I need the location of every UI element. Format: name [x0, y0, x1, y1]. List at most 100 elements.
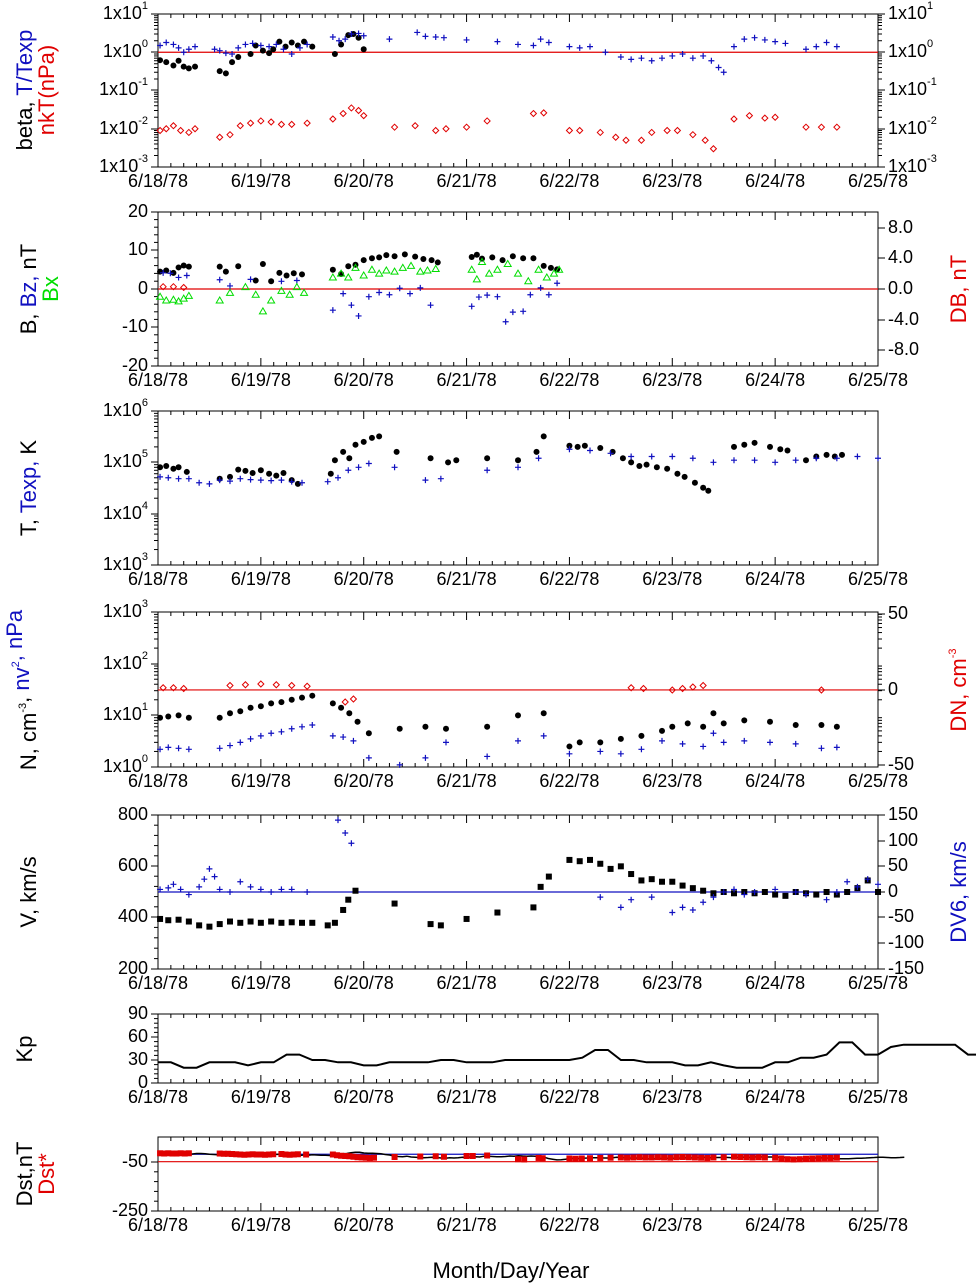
data-point [417, 1153, 424, 1160]
data-point [345, 896, 352, 903]
data-point [185, 46, 192, 53]
data-point [802, 123, 810, 131]
y-axis-label-2: Bx [38, 276, 63, 302]
data-point [309, 692, 316, 699]
data-point [196, 883, 203, 890]
data-point [252, 277, 259, 284]
data-point [247, 735, 254, 742]
y-axis-label-1: V, km/s [16, 856, 41, 927]
data-point [390, 123, 399, 131]
data-point [191, 125, 199, 133]
data-point [607, 1154, 614, 1161]
data-point [772, 38, 779, 45]
data-point [169, 1150, 176, 1157]
data-point [227, 710, 233, 717]
data-point [156, 126, 164, 135]
data-point [547, 264, 554, 271]
data-point [328, 272, 338, 281]
y-tick-label: 30 [128, 1049, 148, 1069]
y-tick-label: 800 [118, 804, 148, 824]
data-point [346, 455, 353, 462]
data-point [720, 1154, 727, 1161]
data-point [273, 472, 280, 479]
y-axis-label-1: B, Bz, nT [16, 244, 41, 335]
data-point [515, 41, 521, 48]
data-point [730, 115, 738, 123]
data-point [352, 887, 359, 894]
x-tick-label: 6/24/78 [745, 370, 805, 390]
y-tick-label: 1x10-3 [99, 153, 148, 176]
data-point [340, 734, 347, 741]
panel-beta: 6/18/78 6/19/78 6/20/78 6/21/78 6/22/78 6/23/… [12, 0, 937, 191]
y-tick-label: 90 [128, 1003, 148, 1023]
data-point [283, 272, 290, 279]
data-point [303, 682, 311, 690]
y-right-tick-label: 50 [888, 855, 908, 875]
data-point [653, 464, 660, 471]
data-point [751, 889, 758, 895]
data-point [225, 288, 235, 296]
x-tick-label: 6/19/78 [231, 771, 291, 791]
data-point [540, 109, 548, 117]
data-point [226, 681, 234, 690]
data-point [365, 460, 372, 467]
data-point [324, 922, 331, 929]
data-point [355, 464, 362, 471]
plot-frame [157, 1013, 879, 1084]
data-point [617, 904, 624, 911]
data-point [731, 890, 737, 897]
data-point [679, 1153, 686, 1160]
data-point [554, 280, 561, 287]
data-point [638, 732, 645, 739]
data-point [792, 889, 799, 895]
data-point [642, 1154, 649, 1161]
series-3 [156, 104, 841, 153]
data-point [224, 1150, 231, 1157]
data-point [346, 1153, 353, 1160]
data-point [368, 255, 375, 262]
data-point [270, 1151, 277, 1158]
x-tick-label: 6/22/78 [539, 569, 599, 589]
data-point [249, 1151, 256, 1158]
data-point [540, 710, 547, 717]
data-point [303, 1151, 310, 1158]
data-point [340, 906, 347, 913]
data-point [817, 686, 826, 694]
y-tick-label: 20 [128, 201, 148, 221]
data-point [434, 259, 441, 266]
data-point [578, 1155, 585, 1162]
data-point [535, 1154, 542, 1161]
data-point [339, 109, 347, 118]
data-point [163, 39, 170, 46]
data-point [669, 909, 676, 916]
data-point [268, 477, 275, 484]
data-point [381, 266, 391, 274]
y-tick-label: 1x104 [103, 500, 148, 523]
x-tick-label: 6/23/78 [642, 569, 702, 589]
data-point [393, 448, 400, 455]
data-point [371, 1154, 377, 1161]
data-point [398, 263, 408, 271]
x-tick-label: 6/25/78 [848, 171, 908, 191]
data-point [659, 727, 665, 734]
data-point [170, 62, 177, 69]
x-tick-label: 6/20/78 [334, 1087, 394, 1107]
data-point [184, 291, 194, 299]
y-right-axis-label-1: DB, nT [946, 255, 971, 323]
data-point [229, 1151, 236, 1158]
series-2 [157, 817, 881, 916]
data-point [391, 900, 398, 907]
data-point [345, 32, 352, 39]
y-tick-label: 1x106 [103, 397, 148, 420]
data-point [803, 891, 809, 898]
data-point [258, 306, 268, 315]
x-tick-label: 6/24/78 [745, 1087, 805, 1107]
data-point [169, 282, 178, 291]
data-point [346, 710, 353, 717]
data-point [700, 743, 707, 750]
data-point [761, 36, 768, 43]
data-point [257, 680, 265, 688]
data-point [432, 34, 439, 41]
x-tick-label: 6/22/78 [539, 973, 599, 993]
data-point [324, 478, 331, 485]
